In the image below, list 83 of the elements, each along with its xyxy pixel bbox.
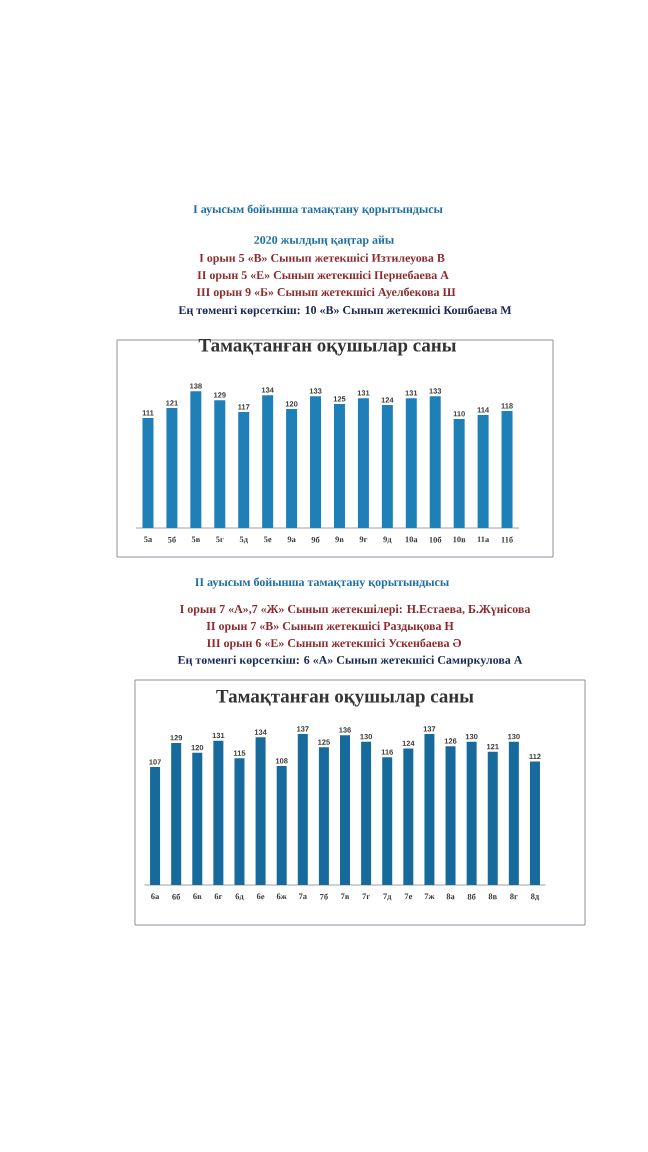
bar [142,417,154,529]
text: III орын 6 «Е» Сынып жетекшісі Ускенбаева Ә [207,638,462,650]
x-tick-label: 6в [193,893,202,900]
text: II орын 5 «Е» Сынып жетекшісі Пернебаева А [197,270,449,282]
text: III орын 9 «Б» Сынып жетекшісі Ауелбекова Ш [196,287,456,299]
bar [310,396,322,529]
bar [381,405,393,529]
x-tick-label: 8б [467,893,476,900]
text: Ең төменгі көрсеткіш: 6 «А» Сынып жетекшісі Самиркулова А [177,655,523,667]
bar [318,747,329,886]
bar [234,758,245,886]
bar [424,734,435,886]
x-tick-label: 10а [405,536,418,543]
x-tick-label: 7ж [424,893,435,900]
bar [286,409,298,529]
bar [487,751,498,886]
bar [501,411,513,529]
x-tick-label: 5б [168,536,176,543]
text: 2020 жылдың қаңтар айы [254,235,394,247]
x-tick-label: 7г [362,893,370,900]
x-tick-label: 5а [144,536,153,543]
x-tick-label: 8в [488,893,497,900]
bar [361,741,372,886]
x-tick-label: 7а [299,893,307,900]
bar [297,734,308,886]
text: II орын 7 «В» Сынып жетекшісі Раздықова Н [206,621,454,633]
x-tick-label: 6а [151,893,160,900]
x-tick-label: 8д [530,893,540,901]
x-tick-label: 6ж [276,893,287,900]
x-tick-label: 6г [214,893,223,900]
bar [190,391,202,529]
x-tick-label: 6е [256,893,265,900]
bar [382,757,393,886]
x-tick-label: 9г [359,536,368,543]
bar [214,400,226,529]
bar [357,398,369,529]
bar [403,748,414,886]
x-tick-label: 9в [335,536,344,543]
text: I орын 5 «В» Сынып жетекшісі Изтилеуова В [199,253,445,265]
text: I ауысым бойынша тамақтану қорытындысы [193,204,443,216]
bar [276,766,287,886]
chart-title: Тамақтанған оқушылар саны [198,339,456,356]
bar [477,415,489,529]
bar [238,412,250,529]
bar [508,741,519,886]
x-tick-label: 6б [172,893,181,900]
bar [192,752,203,886]
x-tick-label: 7в [341,893,350,900]
x-tick-label: 9д [383,536,392,544]
text: Ең төменгі көрсеткіш: 10 «В» Сынып жетекшісі Кошбаева М [178,305,512,317]
text: I орын 7 «А»,7 «Ж» Сынып жетекшілері: Н.Естаева, Б.Жүнісова [180,604,531,616]
x-tick-label: 5е [264,536,272,543]
bar [255,737,266,886]
x-tick-label: 10б [429,536,442,543]
bar [429,396,441,529]
x-tick-label: 11а [477,536,490,543]
x-tick-label: 9б [311,536,320,543]
bar [213,740,224,886]
bar [166,408,178,529]
bar [466,741,477,886]
bar [405,398,417,529]
x-tick-label: 5д [239,536,248,544]
x-tick-label: 7е [404,893,413,900]
bar [333,404,345,529]
x-tick-label: 7д [383,893,392,901]
bar [262,395,274,529]
x-tick-label: 9а [287,536,296,543]
x-tick-label: 10в [453,536,466,543]
text: II ауысым бойынша тамақтану қорытындысы [195,577,449,589]
x-tick-label: 11б [501,536,513,543]
chart-title: Тамақтанған оқушылар саны [216,690,474,707]
bar [453,418,465,529]
x-tick-label: 7б [320,893,328,900]
x-tick-label: 8г [510,893,518,900]
bar [445,746,456,886]
x-tick-label: 5в [191,536,200,543]
x-tick-label: 6д [235,893,244,901]
x-tick-label: 5г [216,536,224,543]
bar [171,742,182,886]
bar [150,767,161,886]
bar [529,761,540,886]
bar [340,735,350,886]
x-tick-label: 8а [446,893,455,900]
